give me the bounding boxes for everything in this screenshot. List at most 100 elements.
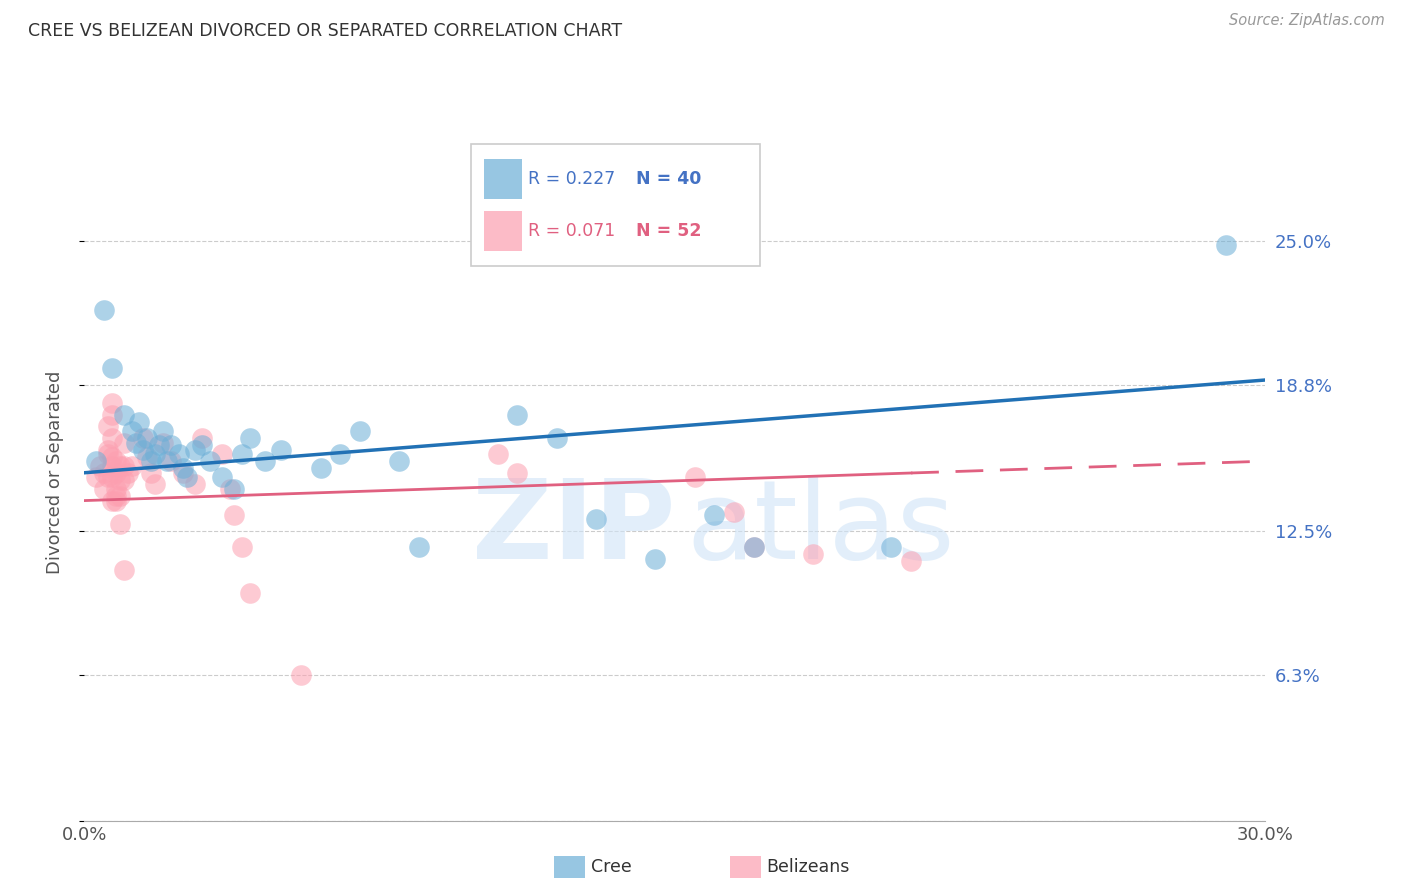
Point — [101, 493, 124, 508]
Point — [388, 454, 411, 468]
Point — [176, 470, 198, 484]
Y-axis label: Divorced or Separated: Divorced or Separated — [45, 371, 63, 574]
Point — [121, 424, 143, 438]
Text: CREE VS BELIZEAN DIVORCED OR SEPARATED CORRELATION CHART: CREE VS BELIZEAN DIVORCED OR SEPARATED C… — [28, 22, 623, 40]
Text: R = 0.227: R = 0.227 — [527, 169, 614, 188]
Point — [585, 512, 607, 526]
Point — [104, 482, 127, 496]
Point — [231, 447, 253, 461]
Point — [128, 415, 150, 429]
Point — [309, 461, 332, 475]
Point — [191, 431, 214, 445]
Text: atlas: atlas — [686, 475, 955, 582]
Point — [136, 450, 159, 464]
Point — [183, 477, 205, 491]
Point — [101, 396, 124, 410]
Point — [152, 424, 174, 438]
Point — [211, 447, 233, 461]
Point — [222, 508, 245, 522]
Point — [408, 540, 430, 554]
Point — [172, 466, 194, 480]
Point — [112, 458, 135, 473]
Point — [742, 540, 765, 554]
Point — [108, 473, 131, 487]
Point — [101, 361, 124, 376]
Text: N = 40: N = 40 — [636, 169, 702, 188]
Point — [101, 431, 124, 445]
Text: Belizeans: Belizeans — [766, 858, 849, 876]
Point — [117, 466, 139, 480]
Point — [191, 438, 214, 452]
Point — [143, 477, 166, 491]
Point — [290, 667, 312, 681]
Point — [121, 458, 143, 473]
Point — [132, 442, 155, 457]
Point — [84, 454, 107, 468]
Point — [108, 489, 131, 503]
Point — [101, 470, 124, 484]
Point — [222, 482, 245, 496]
Point — [141, 454, 163, 468]
Point — [349, 424, 371, 438]
Point — [101, 408, 124, 422]
Point — [486, 447, 509, 461]
Point — [93, 482, 115, 496]
Point — [112, 435, 135, 450]
Point — [183, 442, 205, 457]
Point — [723, 505, 745, 519]
Point — [801, 547, 824, 561]
Point — [172, 461, 194, 475]
Point — [880, 540, 903, 554]
Point — [152, 435, 174, 450]
Point — [254, 454, 277, 468]
Point — [84, 470, 107, 484]
Point — [132, 431, 155, 445]
Point — [93, 466, 115, 480]
Point — [89, 458, 111, 473]
Text: N = 52: N = 52 — [636, 222, 702, 240]
Point — [219, 482, 242, 496]
Point — [148, 438, 170, 452]
Point — [112, 408, 135, 422]
Point — [101, 458, 124, 473]
Point — [506, 408, 529, 422]
Point — [683, 470, 706, 484]
Point — [104, 493, 127, 508]
Point — [108, 516, 131, 531]
Point — [104, 466, 127, 480]
Point — [97, 442, 120, 457]
Point — [141, 466, 163, 480]
Point — [742, 540, 765, 554]
Point — [112, 473, 135, 487]
Point — [97, 470, 120, 484]
Point — [644, 551, 666, 566]
Text: Source: ZipAtlas.com: Source: ZipAtlas.com — [1229, 13, 1385, 29]
Point — [239, 431, 262, 445]
Point — [101, 450, 124, 464]
Point — [270, 442, 292, 457]
Text: Cree: Cree — [591, 858, 631, 876]
Point — [93, 303, 115, 318]
Point — [546, 431, 568, 445]
Point — [97, 447, 120, 461]
Point — [160, 438, 183, 452]
Point — [239, 586, 262, 600]
Point — [506, 466, 529, 480]
Point — [97, 419, 120, 434]
Text: R = 0.071: R = 0.071 — [527, 222, 614, 240]
Point — [136, 431, 159, 445]
Point — [112, 563, 135, 577]
Point — [231, 540, 253, 554]
Point — [160, 454, 183, 468]
Point — [108, 458, 131, 473]
Point — [200, 454, 222, 468]
Point — [211, 470, 233, 484]
Point — [167, 447, 190, 461]
Point — [1215, 238, 1237, 252]
Point — [156, 454, 179, 468]
Point — [703, 508, 725, 522]
Point — [143, 447, 166, 461]
Point — [900, 554, 922, 568]
Point — [104, 454, 127, 468]
Text: ZIP: ZIP — [471, 475, 675, 582]
